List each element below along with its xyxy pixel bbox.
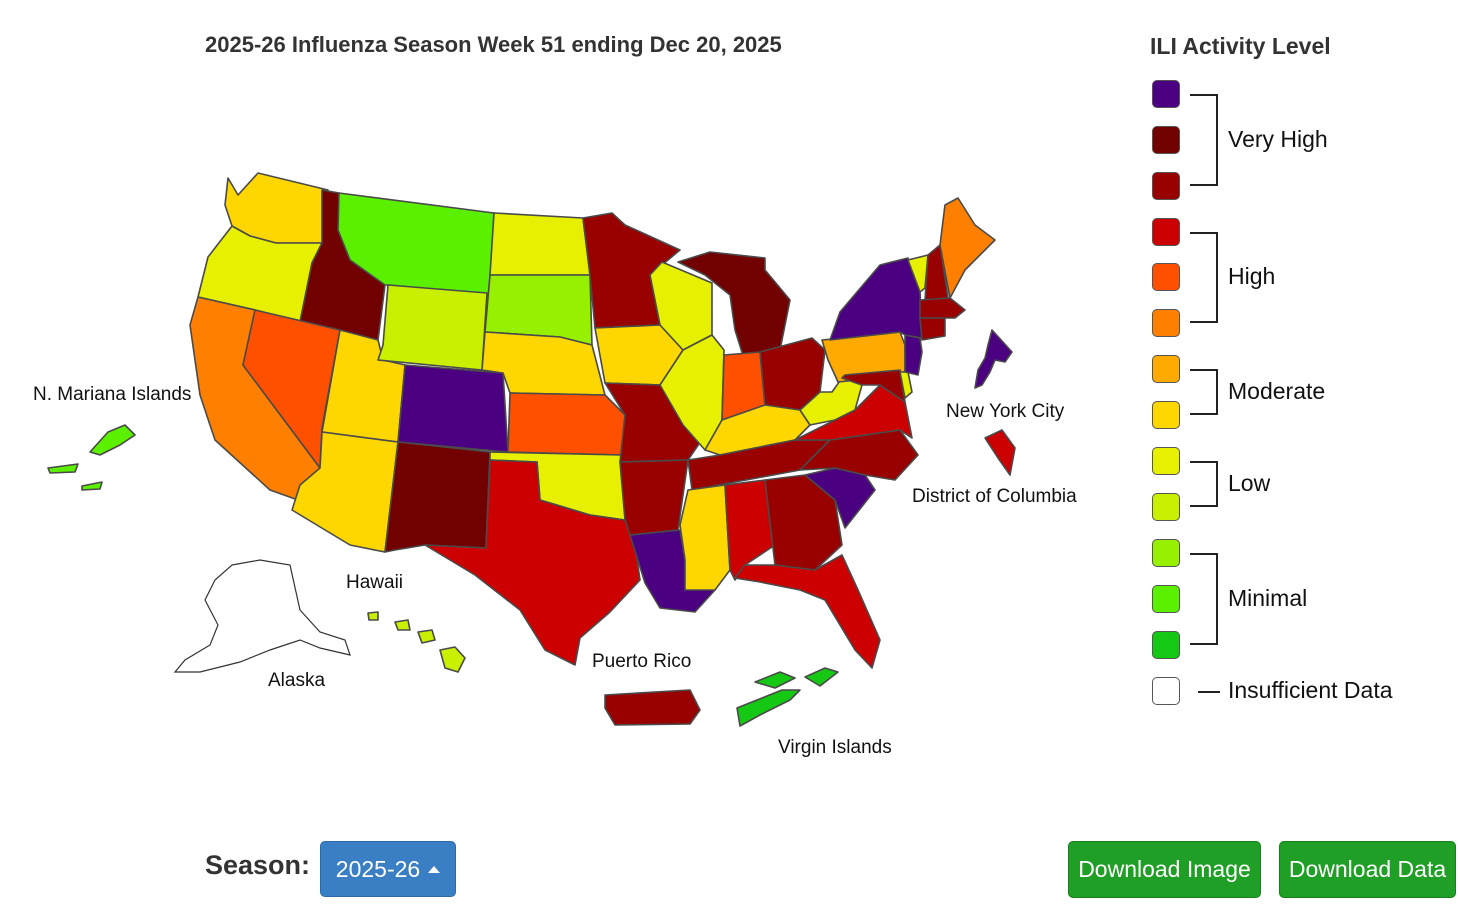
legend-insufficient-line	[1198, 691, 1220, 693]
virgin-islands-3[interactable]	[804, 667, 839, 687]
state-ny[interactable]	[829, 257, 923, 341]
download-image-button[interactable]: Download Image	[1068, 841, 1261, 898]
hawaii-oahu[interactable]	[394, 619, 411, 631]
state-ar[interactable]	[619, 459, 689, 536]
label-n-mariana-islands: N. Mariana Islands	[33, 384, 191, 405]
state-co[interactable]	[397, 364, 509, 453]
n-mariana-islands-3[interactable]	[81, 481, 103, 491]
state-ma[interactable]	[919, 297, 966, 319]
puerto-rico[interactable]	[604, 689, 701, 726]
label-district-of-columbia: District of Columbia	[912, 486, 1077, 507]
nyc-inset[interactable]	[974, 329, 1013, 389]
state-md[interactable]	[841, 369, 906, 403]
alaska[interactable]	[173, 559, 351, 673]
season-dropdown[interactable]: 2025-26	[320, 841, 456, 897]
hawaii-kauai[interactable]	[367, 611, 379, 621]
us-flu-map: N. Mariana Islands New York City Distric…	[33, 172, 1077, 758]
legend-swatch-very-high-1	[1152, 172, 1180, 200]
legend-swatch-very-high-2	[1152, 126, 1180, 154]
download-data-button[interactable]: Download Data	[1279, 841, 1456, 898]
legend-bracket-moderate	[1190, 369, 1218, 415]
hawaii-maui[interactable]	[417, 629, 436, 644]
legend-label-moderate: Moderate	[1228, 378, 1326, 404]
label-new-york-city: New York City	[946, 401, 1065, 422]
legend-swatch-moderate-1	[1152, 401, 1180, 429]
state-nj[interactable]	[904, 334, 923, 376]
state-ct[interactable]	[919, 317, 946, 341]
legend: ILI Activity Level Very High High Modera…	[1150, 30, 1450, 720]
season-dropdown-value: 2025-26	[335, 855, 421, 882]
state-me[interactable]	[939, 197, 996, 299]
legend-title: ILI Activity Level	[1150, 33, 1331, 59]
map-title: 2025-26 Influenza Season Week 51 ending …	[205, 32, 782, 57]
state-nd[interactable]	[489, 212, 591, 276]
hawaii-big-island[interactable]	[439, 646, 466, 673]
legend-swatch-insufficient	[1152, 677, 1180, 705]
label-virgin-islands: Virgin Islands	[778, 737, 892, 758]
label-alaska: Alaska	[268, 670, 325, 691]
legend-swatch-minimal-2	[1152, 585, 1180, 613]
legend-swatch-minimal-1	[1152, 631, 1180, 659]
legend-bracket-minimal	[1190, 553, 1218, 645]
legend-swatch-low-2	[1152, 447, 1180, 475]
legend-bracket-low	[1190, 461, 1218, 507]
legend-label-insufficient: Insufficient Data	[1228, 677, 1393, 703]
legend-bracket-high	[1190, 232, 1218, 323]
state-fl[interactable]	[734, 554, 881, 669]
legend-bracket-very-high	[1190, 94, 1218, 186]
n-mariana-islands-1[interactable]	[89, 424, 136, 456]
state-ms[interactable]	[679, 484, 731, 591]
legend-label-low: Low	[1228, 470, 1271, 496]
legend-label-minimal: Minimal	[1228, 585, 1308, 611]
label-puerto-rico: Puerto Rico	[592, 651, 691, 672]
legend-swatch-low-1	[1152, 493, 1180, 521]
legend-swatch-high-1	[1152, 309, 1180, 337]
legend-label-very-high: Very High	[1228, 126, 1328, 152]
legend-swatch-moderate-2	[1152, 355, 1180, 383]
dc-inset[interactable]	[984, 429, 1016, 476]
n-mariana-islands-2[interactable]	[47, 463, 79, 474]
state-nm[interactable]	[384, 441, 491, 553]
legend-swatch-high-2	[1152, 263, 1180, 291]
legend-label-high: High	[1228, 263, 1276, 289]
caret-up-icon	[428, 865, 441, 873]
state-wy[interactable]	[377, 284, 488, 371]
virgin-islands-1[interactable]	[736, 689, 801, 727]
season-label: Season:	[205, 850, 311, 880]
label-hawaii: Hawaii	[346, 572, 403, 593]
legend-swatch-minimal-3	[1152, 539, 1180, 567]
legend-swatch-very-high-3	[1152, 80, 1180, 108]
virgin-islands-2[interactable]	[754, 671, 796, 689]
state-ks[interactable]	[507, 392, 626, 456]
state-tx[interactable]	[424, 459, 641, 666]
legend-swatch-high-3	[1152, 218, 1180, 246]
